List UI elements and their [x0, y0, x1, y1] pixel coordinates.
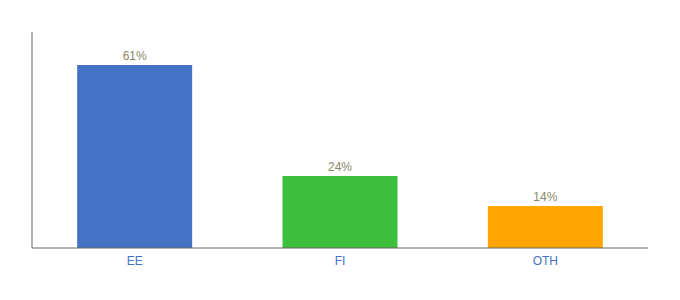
svg-text:61%: 61%: [123, 49, 147, 63]
svg-text:OTH: OTH: [533, 254, 558, 268]
svg-text:FI: FI: [335, 254, 346, 268]
svg-text:14%: 14%: [533, 190, 557, 204]
svg-text:EE: EE: [127, 254, 143, 268]
svg-text:24%: 24%: [328, 160, 352, 174]
